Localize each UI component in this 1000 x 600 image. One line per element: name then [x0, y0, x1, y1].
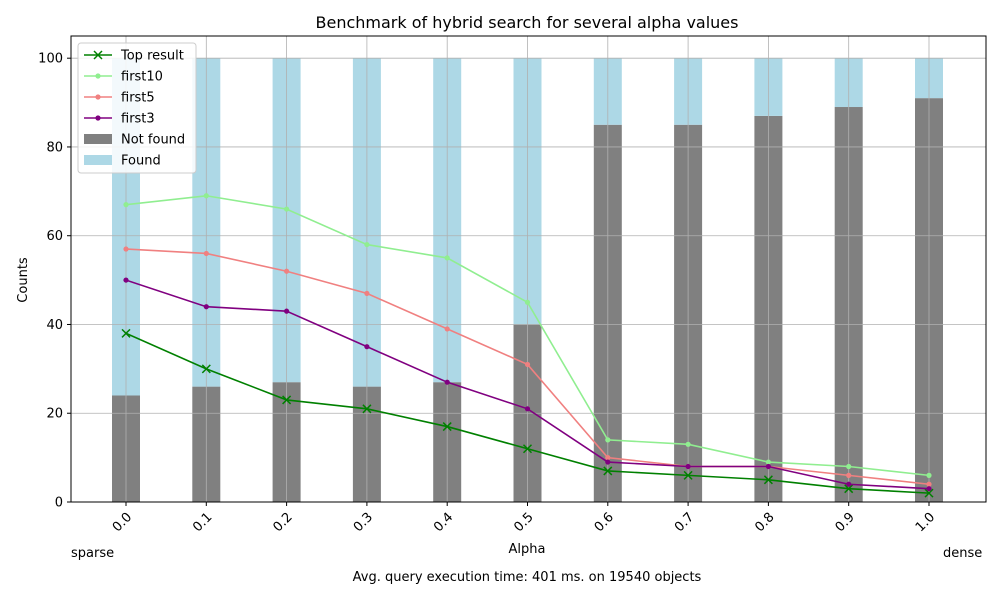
x-tick-label-0.8: 0.8	[752, 510, 777, 535]
legend-marker-first5	[95, 94, 101, 100]
point-first10-0.4	[444, 255, 450, 261]
y-tick-label-0: 0	[55, 496, 63, 511]
point-first3-0.8	[765, 463, 772, 470]
point-top-result-0.7	[683, 470, 693, 480]
point-top-result-0.4	[442, 422, 452, 432]
point-first3-0.9	[846, 481, 852, 487]
dense-annotation: dense	[943, 546, 983, 561]
sparse-annotation: sparse	[71, 546, 115, 561]
point-first10-1.0	[926, 472, 932, 478]
x-tick-label-1.0: 1.0	[913, 510, 938, 535]
legend-item-first3: first3	[84, 112, 155, 127]
point-first10-0.0	[123, 202, 129, 208]
y-tick-label-60: 60	[46, 229, 63, 244]
point-first10-0.2	[284, 206, 290, 212]
legend-item-not-found: Not found	[84, 133, 185, 148]
legend-marker-first10	[95, 73, 101, 79]
point-first10-0.7	[685, 441, 691, 447]
point-first5-0.6	[605, 455, 611, 461]
y-tick-label-80: 80	[46, 140, 63, 155]
legend-label-first5: first5	[121, 91, 155, 106]
point-top-result-0.0	[121, 328, 131, 338]
x-tick-label-0.7: 0.7	[672, 510, 697, 535]
y-tick-label-100: 100	[38, 52, 63, 67]
point-first10-0.5	[524, 299, 531, 305]
legend: Top result first10 first5 first3 Not found Fo…	[77, 42, 197, 174]
x-tick-label-0.2: 0.2	[271, 510, 296, 535]
legend-label-not-found: Not found	[121, 133, 185, 148]
point-top-result-0.1	[201, 364, 211, 374]
legend-item-first10: first10	[84, 70, 163, 85]
legend-item-top-result: Top result	[84, 49, 184, 64]
point-first5-0.5	[524, 361, 531, 368]
point-first3-0.5	[524, 406, 531, 412]
legend-label-top-result: Top result	[120, 49, 184, 64]
point-first5-1.0	[926, 481, 932, 487]
point-top-result-0.2	[282, 395, 292, 405]
point-first10-0.3	[364, 241, 370, 248]
point-top-result-0.6	[603, 466, 613, 476]
x-tick-label-0.3: 0.3	[351, 510, 376, 535]
point-first10-0.9	[846, 463, 852, 470]
plot-frame	[70, 35, 987, 503]
y-tick-label-40: 40	[46, 318, 63, 333]
legend-label-found: Found	[121, 154, 161, 169]
legend-label-first3: first3	[121, 112, 155, 127]
point-first10-0.6	[605, 437, 611, 443]
point-first5-0.3	[364, 290, 370, 297]
point-first5-0.2	[284, 268, 290, 274]
point-first3-0.2	[284, 308, 290, 314]
x-tick-label-0.4: 0.4	[431, 510, 456, 535]
point-first3-0.0	[123, 277, 129, 283]
legend-swatch-found	[84, 155, 112, 165]
point-first5-0.0	[123, 246, 129, 252]
point-top-result-0.3	[362, 404, 372, 414]
point-first10-0.1	[203, 193, 209, 199]
legend-item-first5: first5	[84, 91, 155, 106]
legend-item-found: Found	[84, 154, 161, 169]
y-tick-label-20: 20	[46, 407, 63, 422]
point-first3-0.1	[203, 304, 209, 310]
point-top-result-0.9	[844, 484, 854, 494]
point-first3-0.4	[444, 379, 450, 385]
point-top-result-1.0	[924, 488, 934, 498]
point-first3-0.3	[364, 344, 370, 350]
x-tick-label-0.6: 0.6	[592, 510, 617, 535]
y-axis-label: Counts	[16, 257, 31, 303]
point-first5-0.1	[203, 250, 209, 257]
legend-swatch-not-found	[84, 134, 112, 144]
chart-title: Benchmark of hybrid search for several a…	[316, 13, 739, 32]
x-axis-label: Alpha	[509, 542, 546, 557]
point-first3-0.7	[685, 463, 691, 470]
x-tick-label-0.5: 0.5	[511, 510, 536, 535]
point-first3-0.6	[605, 459, 611, 465]
point-top-result-0.8	[763, 475, 773, 485]
legend-label-first10: first10	[121, 70, 163, 85]
point-first5-0.4	[444, 326, 450, 332]
execution-time-note: Avg. query execution time: 401 ms. on 19…	[352, 570, 702, 585]
point-top-result-0.5	[522, 444, 533, 454]
x-tick-label-0.0: 0.0	[110, 510, 135, 535]
point-first3-1.0	[926, 486, 932, 492]
point-first10-0.8	[765, 459, 772, 465]
x-tick-label-0.1: 0.1	[190, 510, 215, 535]
x-tick-label-0.9: 0.9	[833, 510, 858, 535]
point-first5-0.9	[846, 472, 852, 478]
legend-marker-first3	[95, 115, 101, 121]
